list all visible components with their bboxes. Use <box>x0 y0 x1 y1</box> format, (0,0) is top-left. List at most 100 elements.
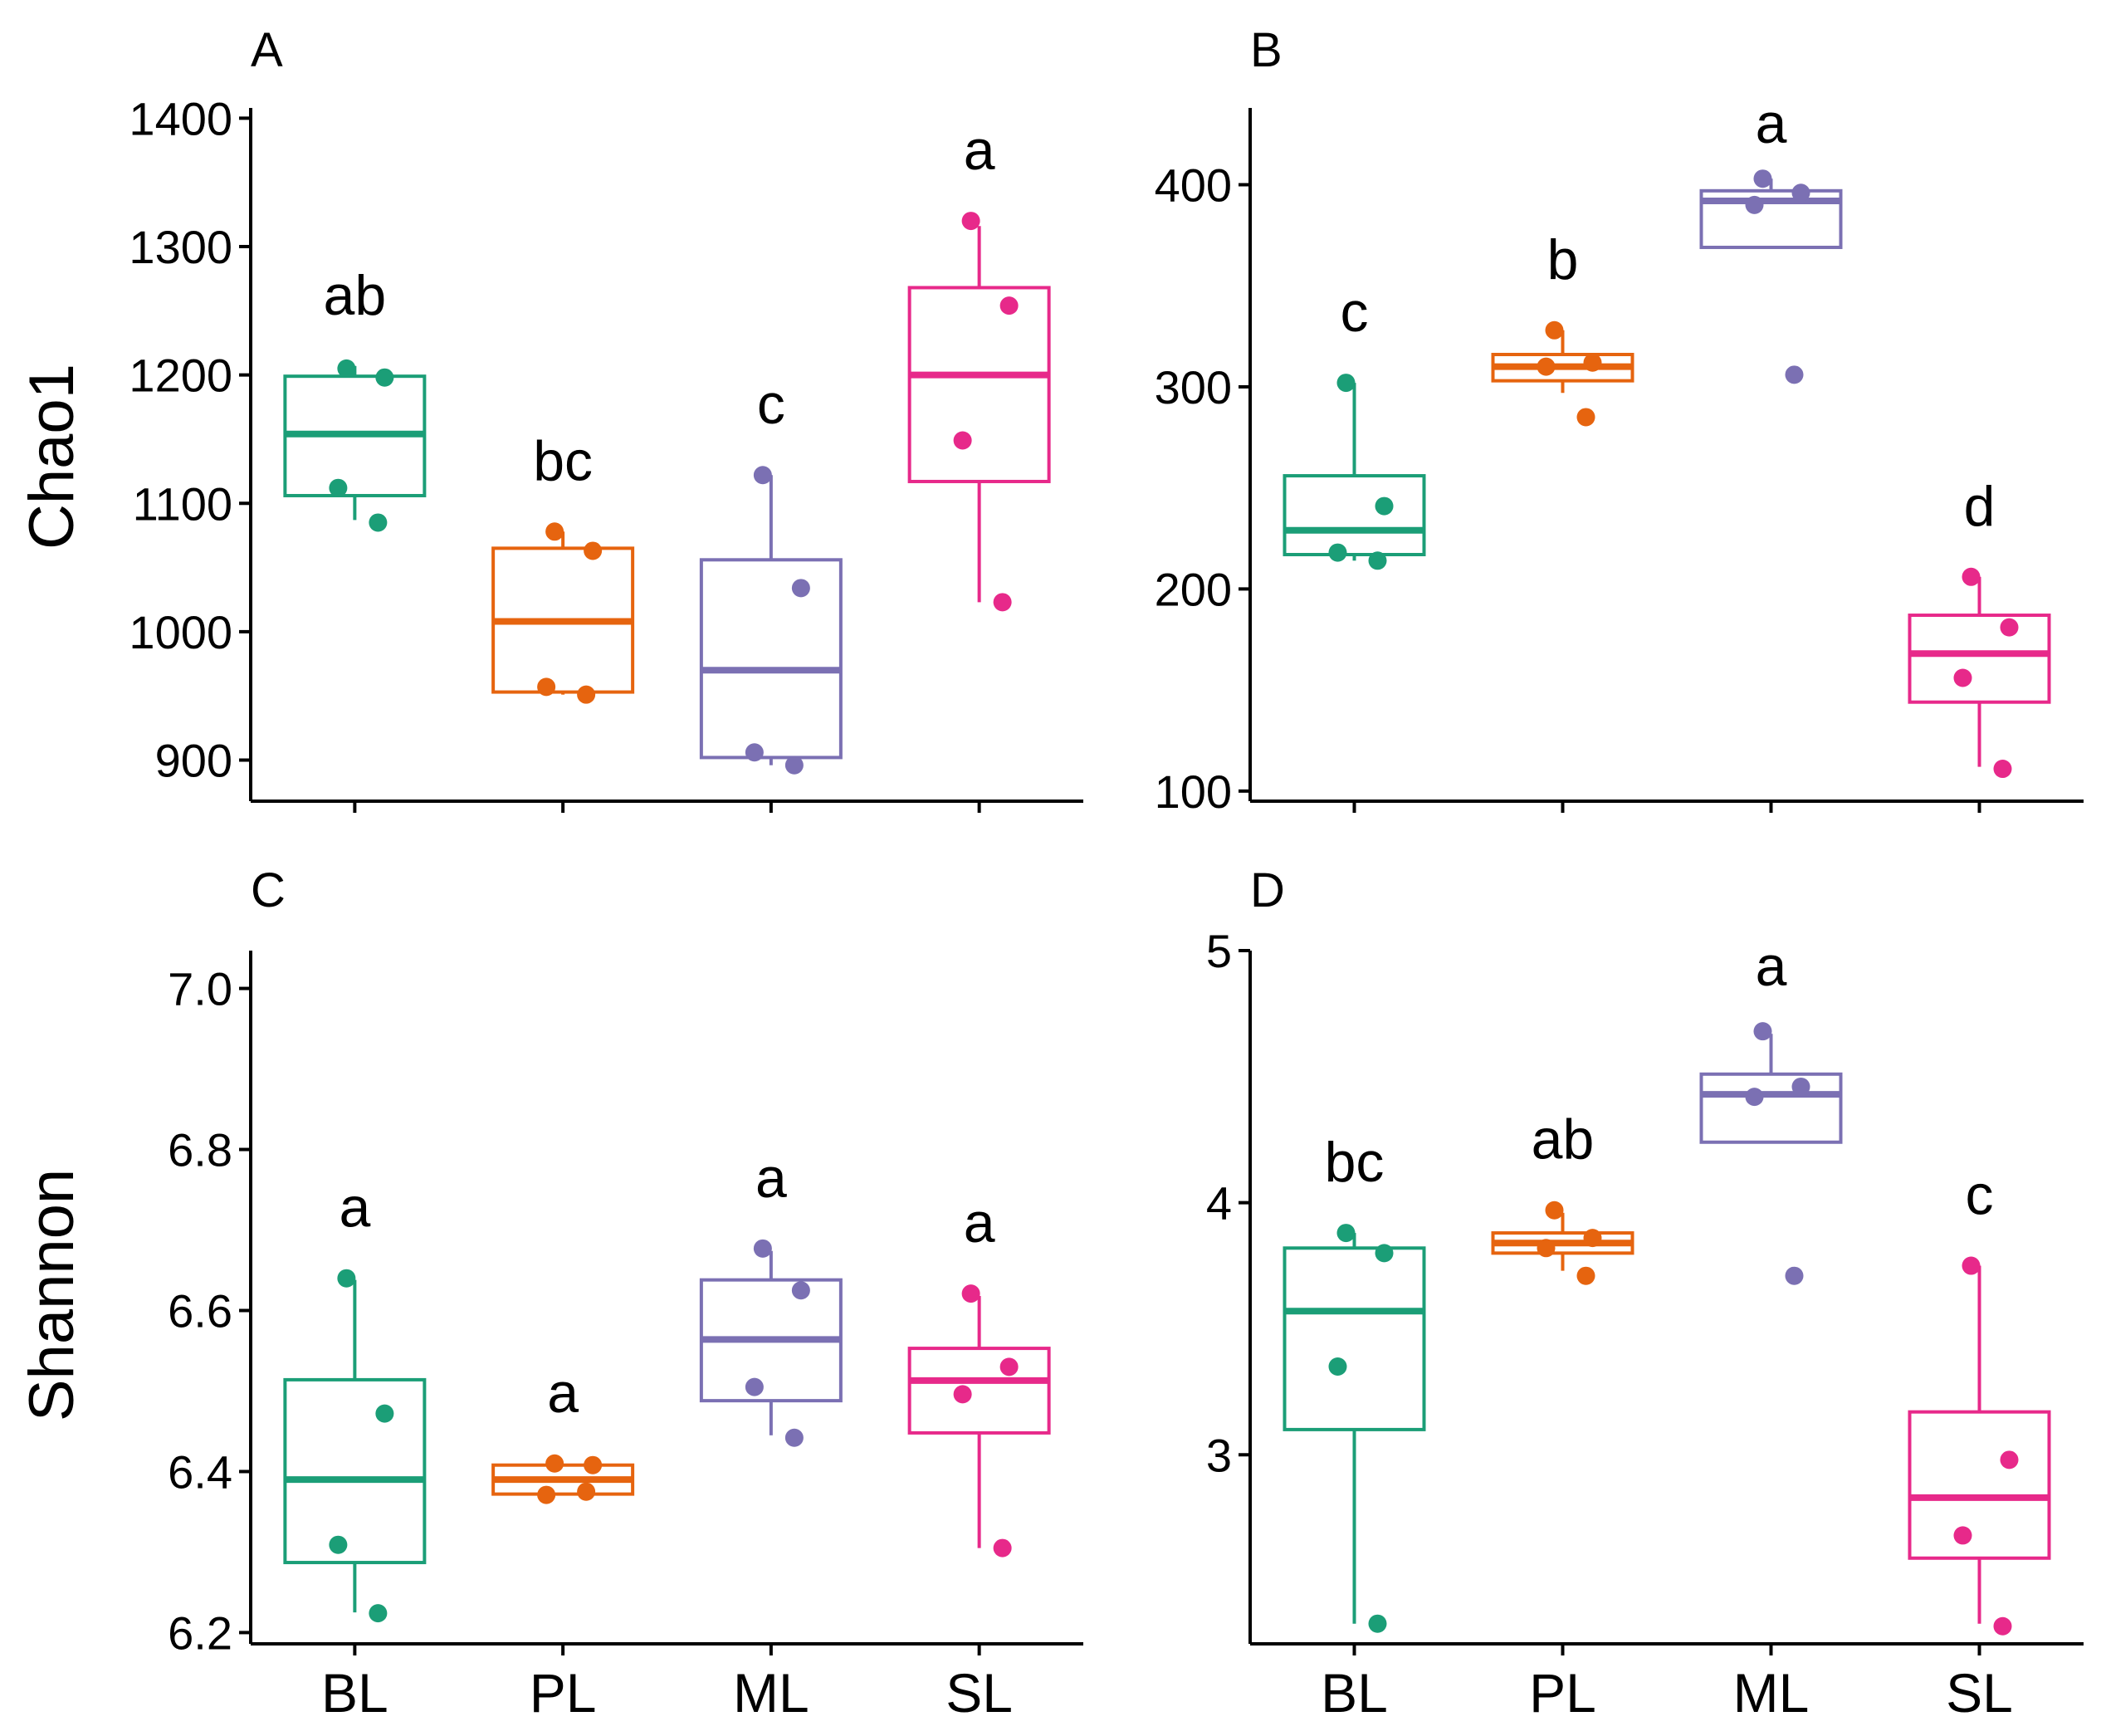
data-point <box>545 522 564 541</box>
iqr-box <box>1283 474 1426 557</box>
panel-tag-a: A <box>251 23 283 77</box>
significance-letter-bl: bc <box>1325 1131 1385 1194</box>
data-point <box>545 1454 564 1473</box>
x-tick-label-sl: SL <box>945 1662 1013 1724</box>
data-point <box>993 593 1012 612</box>
box-pl: ab <box>1491 1108 1634 1285</box>
y-tick-label: 200 <box>1155 563 1232 615</box>
data-point <box>1791 183 1810 203</box>
y-tick-label: 4 <box>1206 1177 1232 1230</box>
data-point <box>1576 1266 1595 1285</box>
y-tick-label: 1100 <box>133 477 232 530</box>
significance-letter-ml: a <box>1756 935 1787 998</box>
data-point <box>1993 760 2012 779</box>
box-bl: ab <box>283 264 427 532</box>
y-tick-label: 100 <box>1155 765 1232 818</box>
data-point <box>369 1604 388 1623</box>
data-point <box>375 368 394 387</box>
data-point <box>993 1538 1012 1558</box>
y-tick-label: 1300 <box>129 221 232 273</box>
data-point <box>1583 1229 1602 1248</box>
box-sl: d <box>1908 475 2051 779</box>
y-tick-label: 900 <box>155 735 232 787</box>
box-ml: a <box>1699 935 1843 1285</box>
data-point <box>1368 551 1387 570</box>
iqr-box <box>907 1347 1051 1435</box>
data-point <box>375 1404 394 1423</box>
y-tick-label: 6.6 <box>168 1285 232 1337</box>
panel-b: B 100 200 300 400 c b a d <box>1155 23 2084 818</box>
panel-d: D 3 4 5 BL PL ML SL bc ab a c <box>1206 863 2084 1724</box>
data-point <box>1545 1201 1564 1220</box>
data-point <box>1745 195 1764 214</box>
data-point <box>1545 320 1564 340</box>
data-point <box>2000 618 2019 637</box>
panel-tag-b: B <box>1250 23 1283 77</box>
iqr-box <box>699 558 843 760</box>
ylabel-shannon: Shannon <box>17 1169 87 1421</box>
box-sl: a <box>907 1191 1051 1558</box>
significance-letter-sl: a <box>964 1191 995 1254</box>
data-point <box>1537 357 1556 376</box>
data-point <box>1753 169 1772 188</box>
data-point <box>369 513 388 532</box>
significance-letter-sl: a <box>964 119 995 182</box>
x-tick-label-pl: PL <box>1529 1662 1596 1724</box>
data-point <box>2000 1450 2019 1469</box>
box-sl: c <box>1908 1164 2051 1636</box>
y-tick-label: 400 <box>1155 159 1232 212</box>
iqr-box <box>1908 1410 2051 1560</box>
x-tick-label-ml: ML <box>733 1662 809 1724</box>
box-ml: a <box>1699 92 1843 384</box>
box-sl: a <box>907 119 1051 612</box>
y-tick-label: 1400 <box>129 92 232 144</box>
panel-c: C 6.2 6.4 6.6 6.8 7.0 BL PL ML SL a a a a <box>168 863 1083 1724</box>
data-point <box>1962 1256 1981 1275</box>
data-point <box>1993 1616 2012 1636</box>
significance-letter-pl: a <box>547 1362 579 1425</box>
data-point <box>745 1377 764 1396</box>
significance-letter-ml: c <box>757 373 785 436</box>
ylabel-chao1: Chao1 <box>17 364 87 550</box>
data-point <box>1368 1614 1387 1633</box>
x-tick-label-pl: PL <box>530 1662 597 1724</box>
data-point <box>1328 543 1347 562</box>
significance-letter-pl: b <box>1547 228 1579 291</box>
data-point <box>537 677 556 697</box>
significance-letter-pl: bc <box>533 429 593 492</box>
box-bl: a <box>283 1176 427 1623</box>
box-pl: a <box>491 1362 635 1504</box>
data-point <box>961 1284 980 1303</box>
y-tick-label: 300 <box>1155 361 1232 413</box>
data-point <box>337 359 356 378</box>
data-point <box>1328 1357 1347 1376</box>
significance-letter-pl: ab <box>1532 1108 1595 1171</box>
data-point <box>1336 374 1356 393</box>
box-pl: b <box>1491 228 1634 427</box>
significance-letter-bl: c <box>1341 281 1369 344</box>
box-pl: bc <box>491 429 635 704</box>
data-point <box>329 1535 348 1554</box>
x-tick-label-ml: ML <box>1733 1662 1810 1724</box>
significance-letter-ml: a <box>755 1147 787 1210</box>
iqr-box <box>907 286 1051 483</box>
data-point <box>1753 1022 1772 1041</box>
data-point <box>791 1281 810 1300</box>
significance-letter-sl: c <box>1966 1164 1994 1227</box>
data-point <box>1576 408 1595 427</box>
data-point <box>753 1239 772 1258</box>
data-point <box>1785 365 1804 384</box>
data-point <box>999 296 1019 315</box>
data-point <box>1375 1244 1394 1263</box>
box-bl: c <box>1283 281 1426 570</box>
box-bl: bc <box>1283 1131 1426 1633</box>
data-point <box>584 1455 603 1474</box>
x-tick-label-bl: BL <box>321 1662 388 1724</box>
y-tick-label: 6.8 <box>168 1124 232 1176</box>
data-point <box>577 1482 596 1501</box>
data-point <box>584 541 603 560</box>
data-point <box>1583 353 1602 372</box>
data-point <box>953 431 972 450</box>
panel-tag-c: C <box>251 863 286 917</box>
